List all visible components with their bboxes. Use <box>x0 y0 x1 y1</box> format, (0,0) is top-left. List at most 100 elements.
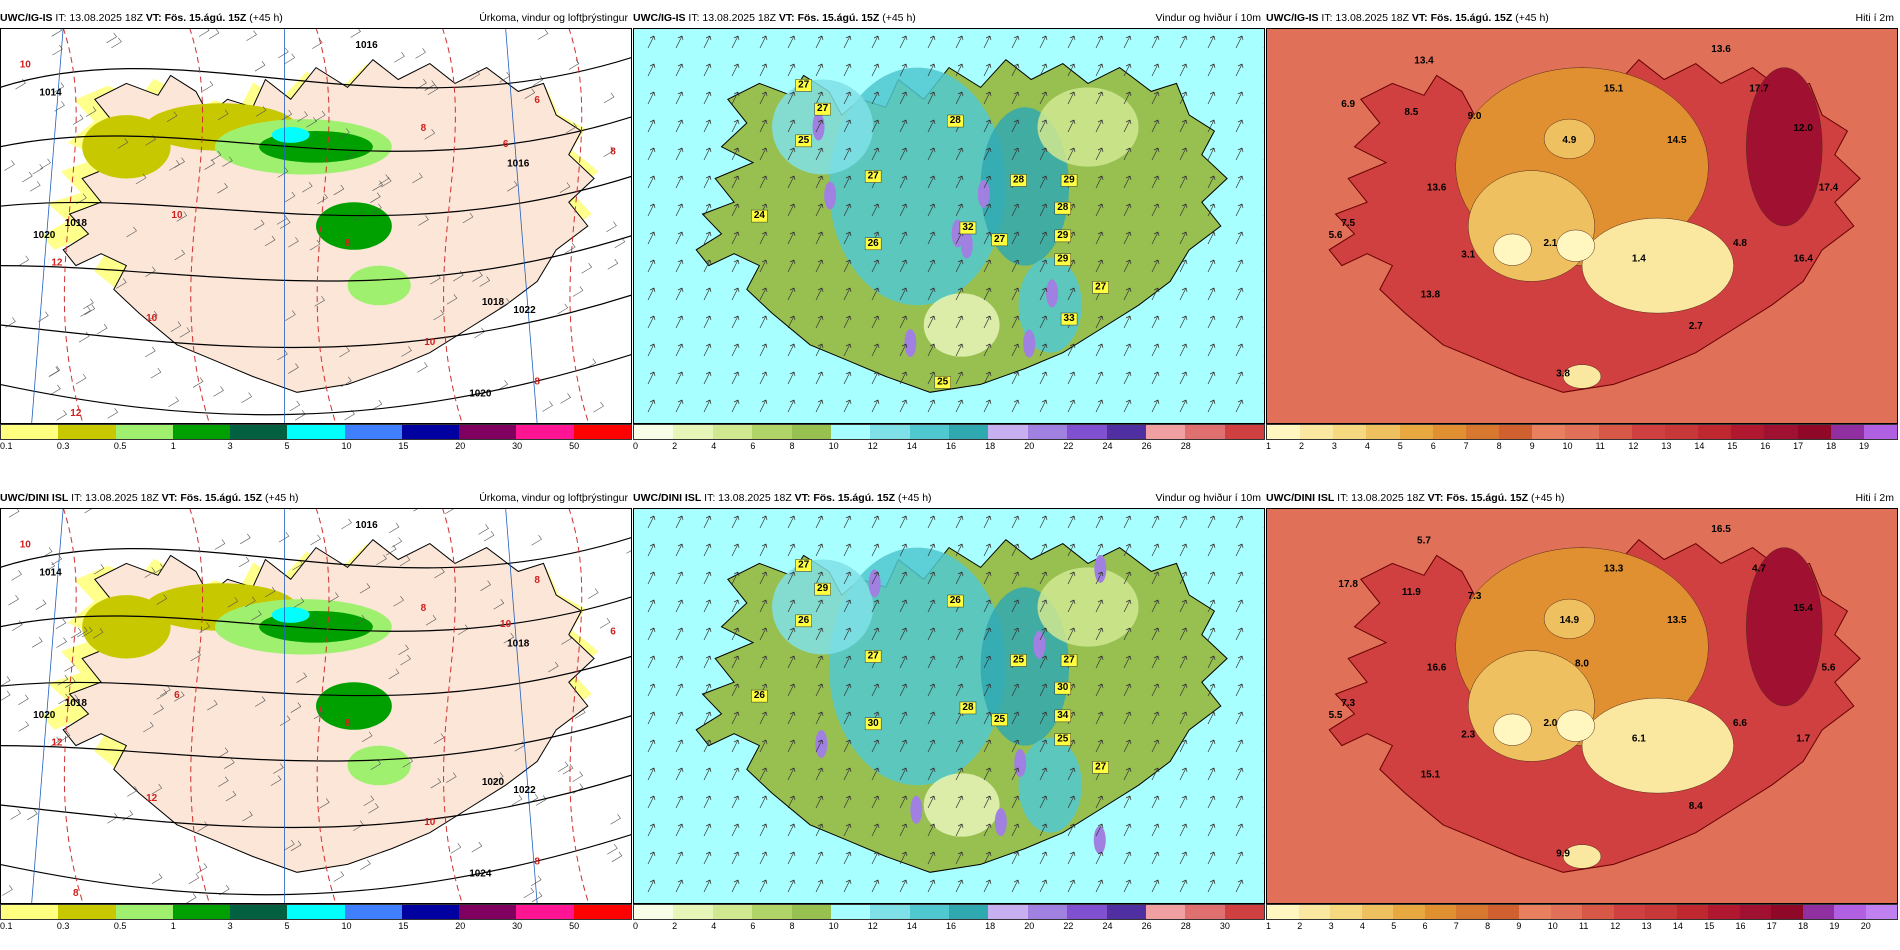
svg-text:28: 28 <box>1013 174 1025 185</box>
wind-arrow <box>1123 231 1132 245</box>
wind-arrow <box>955 851 964 865</box>
svg-text:10: 10 <box>146 313 158 324</box>
colorbar-swatch <box>1771 905 1803 919</box>
wind-arrow <box>787 515 796 529</box>
svg-text:29: 29 <box>817 583 829 594</box>
wind-barb <box>168 396 180 408</box>
wind-arrow <box>1151 315 1160 329</box>
wind-arrow <box>843 203 852 217</box>
wind-arrow <box>647 683 656 697</box>
wind-barb <box>213 386 224 397</box>
wind-arrow <box>1235 371 1244 385</box>
temp-label: 5.5 <box>1329 710 1343 721</box>
wind-arrow <box>787 767 796 781</box>
wind-arrow <box>983 739 992 753</box>
wind-arrow <box>1067 627 1076 641</box>
wind-arrow <box>1011 683 1020 697</box>
svg-text:13.8: 13.8 <box>1421 289 1441 300</box>
wind-barb <box>537 29 549 40</box>
wind-arrow <box>1095 399 1104 413</box>
svg-text:1022: 1022 <box>513 305 536 316</box>
colorbar-tick-label: 0 <box>633 441 639 451</box>
colorbar-tick-label: 14 <box>906 441 917 451</box>
wind-barb <box>626 549 632 554</box>
wind-arrow <box>1095 175 1104 189</box>
svg-text:27: 27 <box>817 103 829 114</box>
wind-arrow <box>1095 35 1104 49</box>
wind-arrow <box>647 231 656 245</box>
temp-label: 12 <box>51 738 63 749</box>
gust-core <box>1023 329 1036 358</box>
colorbar-tick-label: 3 <box>1328 921 1334 931</box>
wind-barb <box>96 323 108 335</box>
svg-text:27: 27 <box>994 234 1006 245</box>
wind-arrow <box>1011 203 1020 217</box>
colorbar-swatch <box>949 425 989 439</box>
wind-arrow <box>1039 315 1048 329</box>
lead-time: (+45 h) <box>249 12 283 24</box>
wind-arrow <box>1235 343 1244 357</box>
wind-arrow <box>983 119 992 133</box>
wind-arrow <box>843 879 852 893</box>
wind-arrow <box>1235 259 1244 273</box>
wind-arrow <box>731 767 740 781</box>
wind-barb <box>35 599 47 610</box>
map-precip: 1014 1016 1018 1020 1022 1018 1020 1024 10 12 6 8 10… <box>0 508 632 904</box>
wind-arrow <box>1123 399 1132 413</box>
svg-text:5.6: 5.6 <box>1329 230 1343 241</box>
wind-barb <box>150 367 162 379</box>
precip-cell <box>347 745 411 786</box>
wind-arrow <box>983 599 992 613</box>
colorbar-tick-label: 10 <box>341 921 352 931</box>
temp-label: 12 <box>70 408 82 419</box>
wind-arrow <box>1235 571 1244 585</box>
svg-text:13.5: 13.5 <box>1667 615 1687 626</box>
wind-arrow <box>899 91 908 105</box>
wind-arrow <box>675 879 684 893</box>
colorbar-tick-label: 11 <box>1595 441 1605 451</box>
wind-arrow <box>927 91 936 105</box>
colorbar-tick-label: 9 <box>1516 921 1522 931</box>
svg-text:10: 10 <box>500 619 512 630</box>
wind-arrow <box>1095 571 1104 585</box>
wind-arrow <box>759 259 768 273</box>
colorbar-tick-label: 28 <box>1180 441 1191 451</box>
wind-barb <box>418 215 429 226</box>
colorbar-tick-label: 13 <box>1661 441 1672 451</box>
temp-label: 5.6 <box>1329 230 1343 241</box>
wind-barb <box>217 747 229 758</box>
colorbar-swatch <box>1333 425 1367 439</box>
wind-arrow <box>1011 571 1020 585</box>
wind-barb <box>385 544 397 556</box>
wind-arrow <box>983 35 992 49</box>
wind-arrow <box>1179 371 1188 385</box>
wind-arrow <box>675 767 684 781</box>
wind-arrow <box>1095 147 1104 161</box>
wind-arrow <box>815 683 824 697</box>
wind-arrow <box>1067 343 1076 357</box>
wind-arrow <box>1095 851 1104 865</box>
wind-barb <box>372 180 383 191</box>
wind-barb <box>317 193 328 205</box>
wind-barb <box>433 309 444 321</box>
svg-text:12: 12 <box>70 408 82 419</box>
wind-arrow <box>899 767 908 781</box>
wind-barb <box>370 759 382 770</box>
colorbar-tick-label: 9 <box>1529 441 1535 451</box>
svg-text:8: 8 <box>534 376 540 387</box>
colorbar <box>1266 424 1898 440</box>
wind-arrow <box>871 287 880 301</box>
wind-barb <box>370 192 381 203</box>
wind-arrow <box>871 515 880 529</box>
wind-barb <box>18 721 30 732</box>
wind-arrow <box>815 343 824 357</box>
svg-text:6: 6 <box>503 139 509 150</box>
temp-label: 15.1 <box>1604 83 1624 94</box>
temperature-area <box>1556 709 1595 742</box>
wind-arrow <box>731 315 740 329</box>
svg-text:3.1: 3.1 <box>1461 250 1475 261</box>
wind-arrow <box>1123 627 1132 641</box>
wind-arrow <box>787 119 796 133</box>
wind-arrow <box>675 739 684 753</box>
wind-arrow <box>1067 767 1076 781</box>
